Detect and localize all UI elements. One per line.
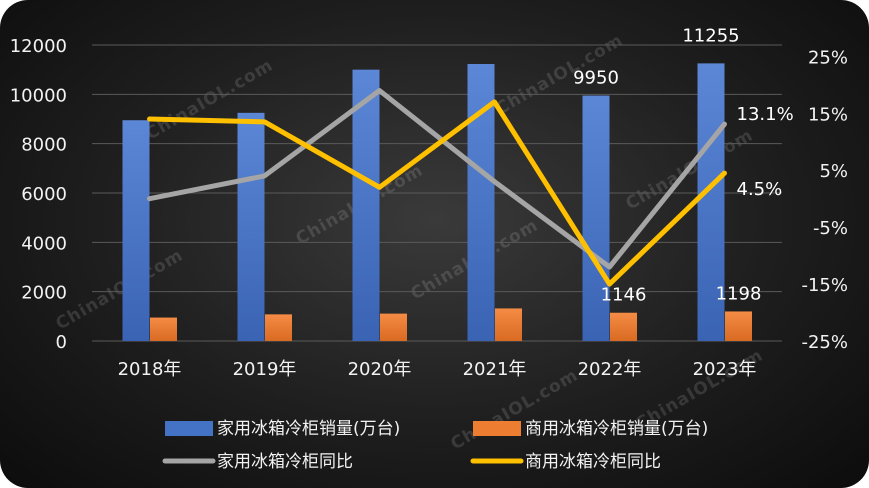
legend-swatch <box>165 421 213 436</box>
y-left-tick-label: 8000 <box>21 135 67 156</box>
data-label: 4.5% <box>737 179 783 200</box>
x-tick-label: 2023年 <box>693 359 757 380</box>
bar <box>265 314 292 341</box>
bar <box>582 95 610 341</box>
x-tick-label: 2018年 <box>118 359 182 380</box>
legend-label: 家用冰箱冷柜同比 <box>217 452 353 472</box>
x-axis-ticks: 2018年 2019年 2020年 2021年 2022年 2023年 <box>118 359 757 380</box>
bar <box>352 69 380 342</box>
bar <box>237 112 265 341</box>
bar <box>495 308 522 341</box>
bar <box>610 312 637 341</box>
bar <box>697 63 725 341</box>
bar <box>380 313 407 341</box>
y-right-tick-label: -15% <box>801 275 848 296</box>
y-right-tick-label: -5% <box>813 218 848 239</box>
y-left-tick-label: 2000 <box>21 283 67 304</box>
y-left-tick-label: 0 <box>56 332 67 353</box>
legend-label: 家用冰箱冷柜销量(万台) <box>217 419 400 439</box>
y-left-tick-label: 4000 <box>21 233 67 254</box>
bar <box>725 311 752 341</box>
y-right-tick-label: 5% <box>819 161 848 182</box>
data-labels: 9950 11255 1146 1198 13.1% 4.5% <box>573 25 794 305</box>
data-label: 13.1% <box>737 104 794 125</box>
legend-swatch <box>473 421 521 436</box>
series-line <box>147 99 727 287</box>
y-right-tick-label: 25% <box>808 47 848 68</box>
bar <box>150 317 177 341</box>
x-tick-label: 2020年 <box>348 359 412 380</box>
x-tick-label: 2022年 <box>578 359 642 380</box>
gridlines <box>92 44 782 342</box>
y-left-tick-label: 10000 <box>10 85 67 106</box>
legend-label: 商用冰箱冷柜销量(万台) <box>525 419 708 439</box>
data-label: 11255 <box>682 25 739 46</box>
data-label: 9950 <box>573 68 619 89</box>
y-axis-left-ticks: 0 2000 4000 6000 8000 10000 12000 <box>10 36 67 353</box>
x-tick-label: 2019年 <box>233 359 297 380</box>
data-label: 1198 <box>716 283 762 304</box>
data-label: 1146 <box>601 285 647 306</box>
lines <box>147 88 727 287</box>
series-line <box>147 88 727 270</box>
y-axis-right-ticks: -25% -15% -5% 5% 15% 25% <box>801 47 848 353</box>
y-right-tick-label: -25% <box>801 332 848 353</box>
y-left-tick-label: 12000 <box>10 36 67 57</box>
bar <box>122 120 150 341</box>
y-right-tick-label: 15% <box>808 104 848 125</box>
y-left-tick-label: 6000 <box>21 184 67 205</box>
x-tick-label: 2021年 <box>463 359 527 380</box>
legend: 家用冰箱冷柜销量(万台) 商用冰箱冷柜销量(万台) 家用冰箱冷柜同比 商用冰箱冷柜同比 <box>162 419 708 472</box>
legend-label: 商用冰箱冷柜同比 <box>525 452 661 472</box>
